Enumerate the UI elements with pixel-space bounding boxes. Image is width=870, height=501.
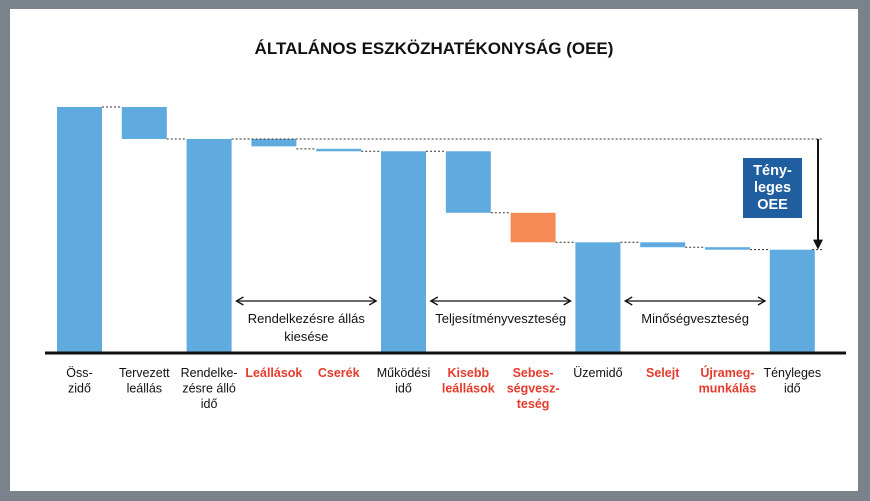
bar-12	[769, 249, 815, 353]
oee-annotation: Tény-leges OEE	[231, 138, 823, 251]
group-bracket-arrow-left-2	[429, 296, 439, 306]
bar-11	[705, 247, 750, 250]
category-label-11: Újrameg-munkálás	[699, 365, 757, 396]
group-bracket-arrow-right-3	[757, 296, 767, 306]
category-label-5: Cserék	[318, 366, 360, 380]
connector-lines	[102, 106, 770, 251]
bar-3	[186, 138, 232, 353]
bar-10	[640, 242, 686, 248]
category-label-10: Selejt	[646, 366, 680, 380]
group-bracket-arrow-left-1	[235, 296, 244, 306]
bar-1	[57, 107, 102, 353]
group-label-2: Teljesítményveszteség	[435, 311, 566, 326]
bar-7	[445, 151, 491, 213]
category-label-1: Öss-zidő	[66, 366, 92, 396]
bar-2	[121, 107, 167, 139]
chart-title: ÁLTALÁNOS ESZKÖZHATÉKONYSÁG (OEE)	[255, 39, 614, 58]
oee-label-box	[743, 158, 802, 218]
group-bracket-arrow-right-2	[563, 296, 572, 306]
category-label-4: Leállások	[245, 366, 302, 380]
bar-9	[575, 242, 621, 353]
category-label-7: Kisebb leállások	[442, 366, 495, 396]
oee-label: Tény-leges OEE	[753, 163, 792, 213]
category-label-8: Sebes-ségvesz-teség	[507, 366, 560, 411]
bar-8	[510, 212, 556, 243]
group-bracket-arrow-right-1	[368, 296, 378, 306]
chart-frame: ÁLTALÁNOS ESZKÖZHATÉKONYSÁG (OEE) Rendel…	[10, 9, 858, 491]
group-label-3: Minőségveszteség	[641, 311, 749, 326]
group-brackets: Rendelkezésre állás kiesése Teljesítményve…	[235, 296, 767, 344]
oee-waterfall-chart: ÁLTALÁNOS ESZKÖZHATÉKONYSÁG (OEE) Rendel…	[45, 39, 846, 411]
category-label-3: Rendelke-zésre álló idő	[181, 366, 238, 411]
bars	[57, 107, 815, 353]
group-bracket-arrow-left-3	[623, 296, 633, 306]
category-labels: Öss-zidő Tervezett leállás Rendelke-zésre á…	[66, 365, 821, 411]
bar-4	[251, 138, 297, 147]
bar-6	[381, 151, 426, 353]
group-label-1: Rendelkezésre állás kiesése	[248, 311, 366, 344]
category-label-2: Tervezett leállás	[119, 366, 170, 396]
bar-5	[316, 148, 362, 152]
category-label-9: Üzemidő	[573, 366, 622, 380]
oee-arrow-head	[813, 239, 823, 250]
category-label-6: Működési idő	[377, 366, 431, 396]
category-label-12: Tényleges idő	[763, 366, 821, 396]
